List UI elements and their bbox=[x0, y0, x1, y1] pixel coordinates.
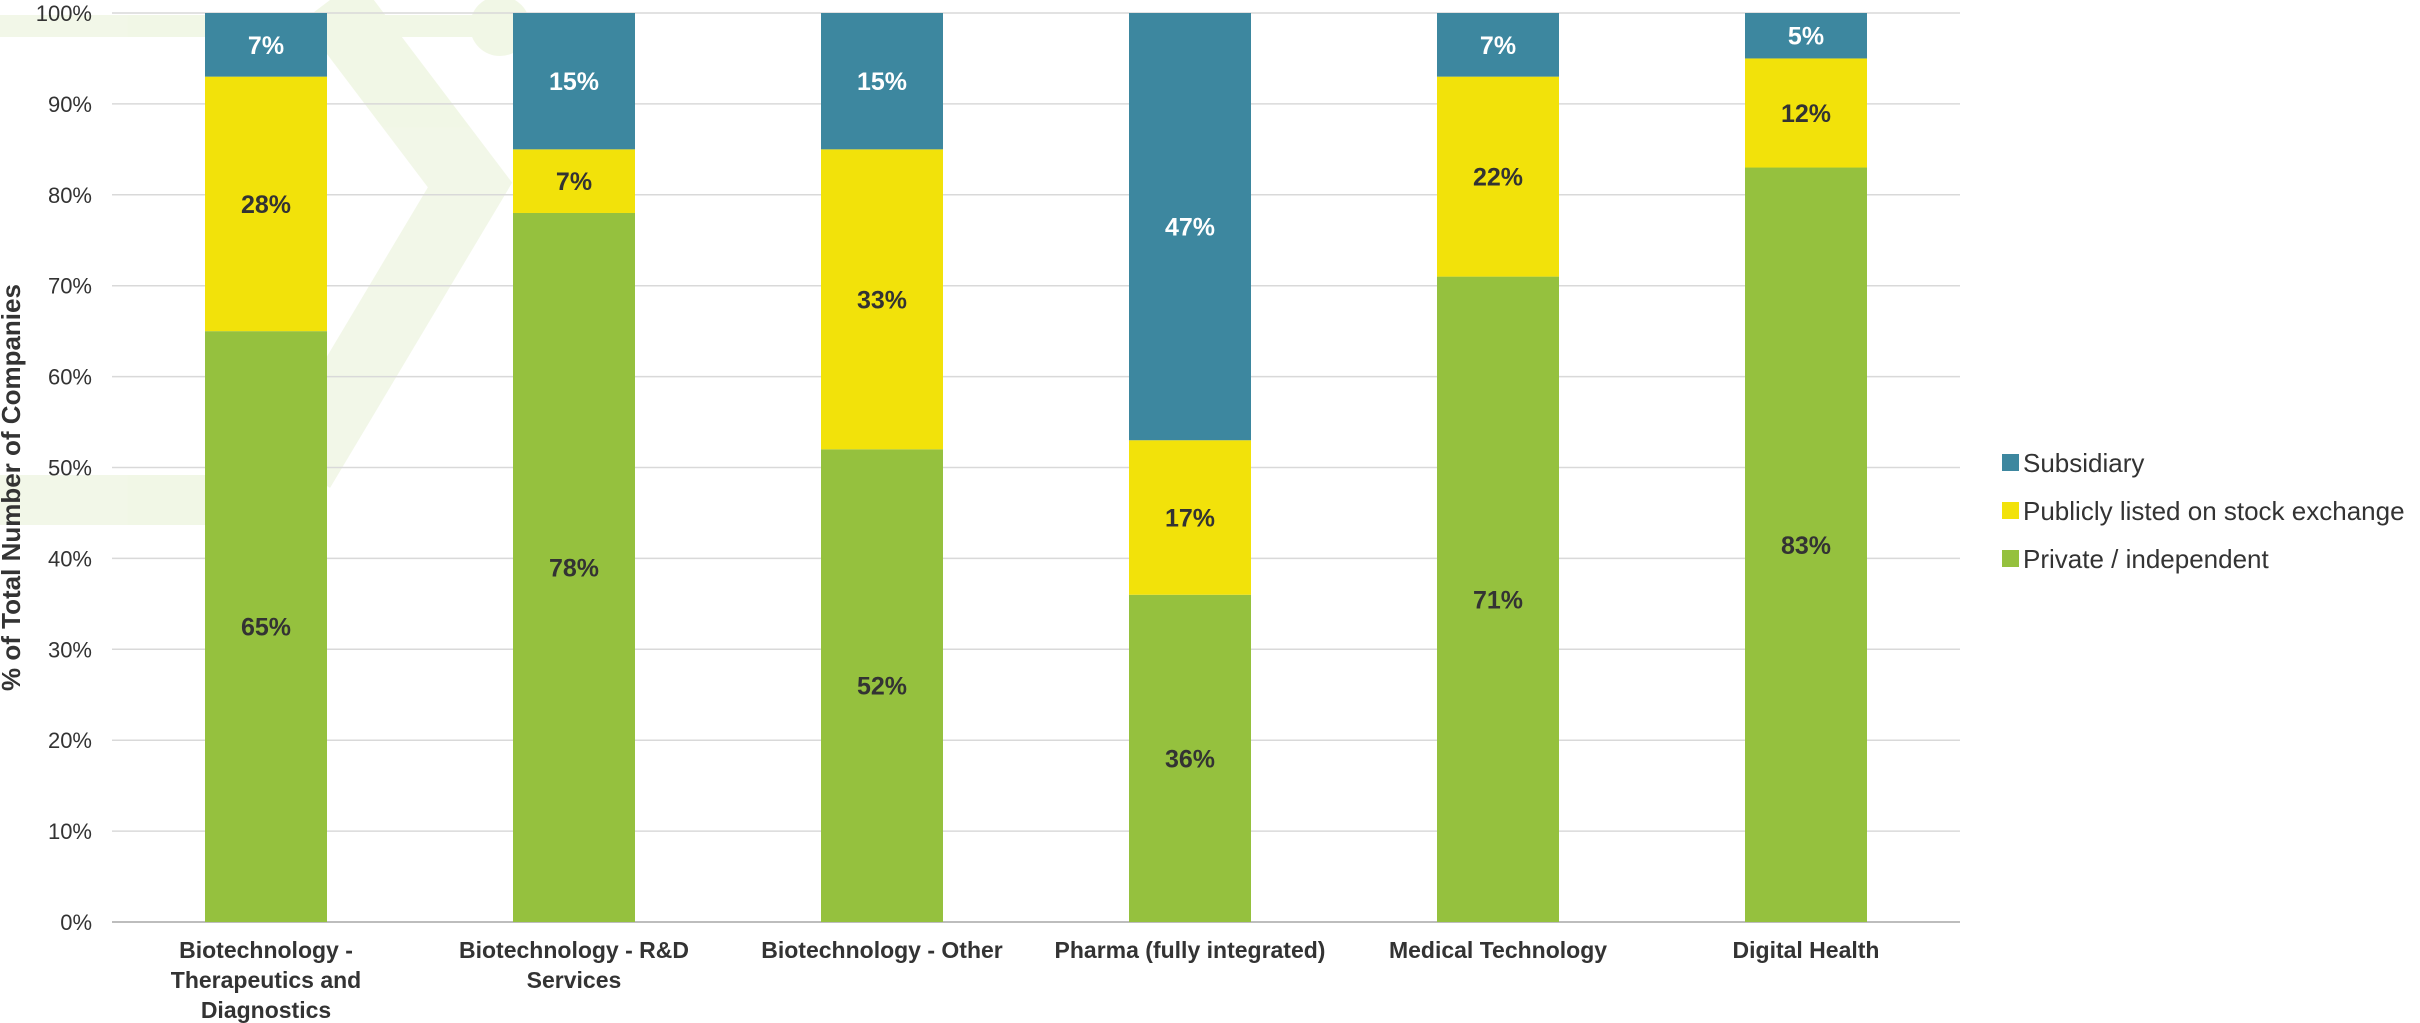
y-axis-ticks: 0% 10% 20% 30% 40% 50% 60% 70% 80% 90% 100% bbox=[36, 1, 92, 935]
bar-segment bbox=[821, 13, 943, 150]
legend-label: Private / independent bbox=[2023, 544, 2270, 574]
bar-segment bbox=[1437, 13, 1559, 77]
bar-segment bbox=[205, 331, 327, 922]
data-label: 65% bbox=[241, 614, 291, 642]
data-label: 22% bbox=[1473, 164, 1523, 192]
x-tick-label: Digital Health bbox=[1733, 937, 1880, 963]
bar-segment bbox=[1437, 276, 1559, 922]
data-label: 7% bbox=[1480, 32, 1516, 60]
data-label: 15% bbox=[549, 68, 599, 96]
y-tick-label: 80% bbox=[48, 183, 92, 208]
x-tick-label: Biotechnology - Other bbox=[761, 937, 1003, 963]
y-tick-label: 100% bbox=[36, 1, 92, 26]
legend-label: Subsidiary bbox=[2023, 448, 2144, 478]
data-label: 47% bbox=[1165, 214, 1215, 242]
data-label: 36% bbox=[1165, 745, 1215, 773]
y-tick-label: 90% bbox=[48, 92, 92, 117]
legend: Subsidiary Publicly listed on stock excha… bbox=[2002, 448, 2405, 574]
data-label: 83% bbox=[1781, 532, 1831, 560]
bar-segment bbox=[1745, 13, 1867, 59]
bar-segment bbox=[513, 149, 635, 213]
y-tick-label: 0% bbox=[60, 910, 92, 935]
data-label: 78% bbox=[549, 554, 599, 582]
y-tick-label: 60% bbox=[48, 365, 92, 390]
y-tick-label: 70% bbox=[48, 274, 92, 299]
gridlines bbox=[112, 12, 1960, 923]
x-tick-label: Diagnostics bbox=[201, 997, 331, 1023]
y-tick-label: 20% bbox=[48, 728, 92, 753]
bar-segment bbox=[821, 449, 943, 922]
data-label: 7% bbox=[248, 32, 284, 60]
bar-segment bbox=[513, 13, 635, 150]
bar-segment bbox=[1129, 440, 1251, 595]
bar-segment bbox=[1129, 13, 1251, 441]
x-tick-label: Pharma (fully integrated) bbox=[1055, 937, 1326, 963]
x-tick-label: Therapeutics and bbox=[171, 967, 361, 993]
y-axis-label: % of Total Number of Companies bbox=[0, 284, 26, 691]
y-tick-label: 10% bbox=[48, 819, 92, 844]
bar-segment bbox=[1437, 76, 1559, 277]
x-tick-label: Biotechnology - bbox=[179, 937, 353, 963]
bar-segment bbox=[1129, 594, 1251, 922]
data-label: 71% bbox=[1473, 586, 1523, 614]
bar-segment bbox=[1745, 58, 1867, 168]
y-tick-label: 30% bbox=[48, 637, 92, 662]
data-label: 7% bbox=[556, 168, 592, 196]
x-tick-label: Biotechnology - R&D bbox=[459, 937, 689, 963]
legend-swatch bbox=[2002, 550, 2019, 567]
x-tick-label: Medical Technology bbox=[1389, 937, 1607, 963]
y-tick-label: 40% bbox=[48, 546, 92, 571]
legend-swatch bbox=[2002, 502, 2019, 519]
legend-label: Publicly listed on stock exchange bbox=[2023, 496, 2405, 526]
bar-segment bbox=[205, 13, 327, 77]
bar-segment bbox=[821, 149, 943, 450]
data-label: 5% bbox=[1788, 23, 1824, 51]
x-tick-label: Services bbox=[527, 967, 622, 993]
bar-segment bbox=[1745, 167, 1867, 922]
x-axis-categories: Biotechnology - Therapeutics and Diagnosti… bbox=[171, 937, 1880, 1023]
bars: 65% 28% 7% 78% 7% 15% 52% 33% 15% 36% 17% 47% 71% 22%… bbox=[205, 13, 1867, 923]
y-tick-label: 50% bbox=[48, 456, 92, 481]
data-label: 52% bbox=[857, 673, 907, 701]
data-label: 12% bbox=[1781, 100, 1831, 128]
bar-segment bbox=[513, 212, 635, 923]
bar-segment bbox=[205, 76, 327, 332]
data-label: 33% bbox=[857, 286, 907, 314]
data-label: 15% bbox=[857, 68, 907, 96]
data-label: 17% bbox=[1165, 504, 1215, 532]
legend-swatch bbox=[2002, 454, 2019, 471]
data-label: 28% bbox=[241, 191, 291, 219]
